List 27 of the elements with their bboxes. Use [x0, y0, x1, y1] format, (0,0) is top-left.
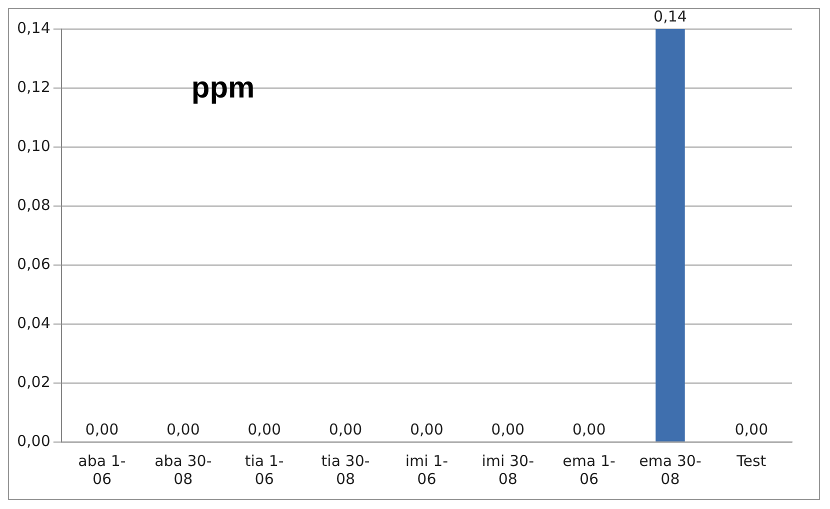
data-label: 0,00	[734, 420, 768, 438]
y-tick-label: 0,00	[16, 432, 50, 450]
data-label: 0,00	[85, 420, 119, 438]
x-tick-label: imi 1-06	[405, 452, 448, 488]
y-tick-label: 0,12	[16, 78, 50, 96]
data-label: 0,00	[491, 420, 525, 438]
data-label: 0,00	[248, 420, 282, 438]
y-tick-label: 0,04	[16, 314, 50, 332]
y-tick-label: 0,10	[16, 136, 50, 155]
y-tick-label: 0,08	[16, 196, 50, 214]
x-tick-label: tia 30-08	[321, 452, 370, 488]
data-label: 0,00	[572, 420, 606, 438]
x-tick-label: imi 30-08	[482, 452, 534, 488]
x-tick-label: ema 1-06	[562, 452, 616, 488]
y-tick-label: 0,02	[16, 372, 50, 391]
y-tick-label: 0,06	[16, 254, 50, 273]
data-label: 0,00	[166, 420, 200, 438]
text: ppm	[191, 71, 255, 104]
x-tick-label: tia 1-06	[244, 452, 284, 488]
x-tick-label: aba 30-08	[154, 452, 212, 488]
data-label: 0,00	[410, 420, 444, 438]
y-tick-label: 0,14	[16, 18, 50, 37]
x-tick-label: Test	[736, 452, 766, 470]
x-tick-label: ema 30-08	[639, 452, 702, 488]
data-label: 0,14	[654, 7, 687, 26]
data-label: 0,00	[328, 420, 362, 438]
x-tick-label: aba 1-06	[78, 452, 126, 488]
